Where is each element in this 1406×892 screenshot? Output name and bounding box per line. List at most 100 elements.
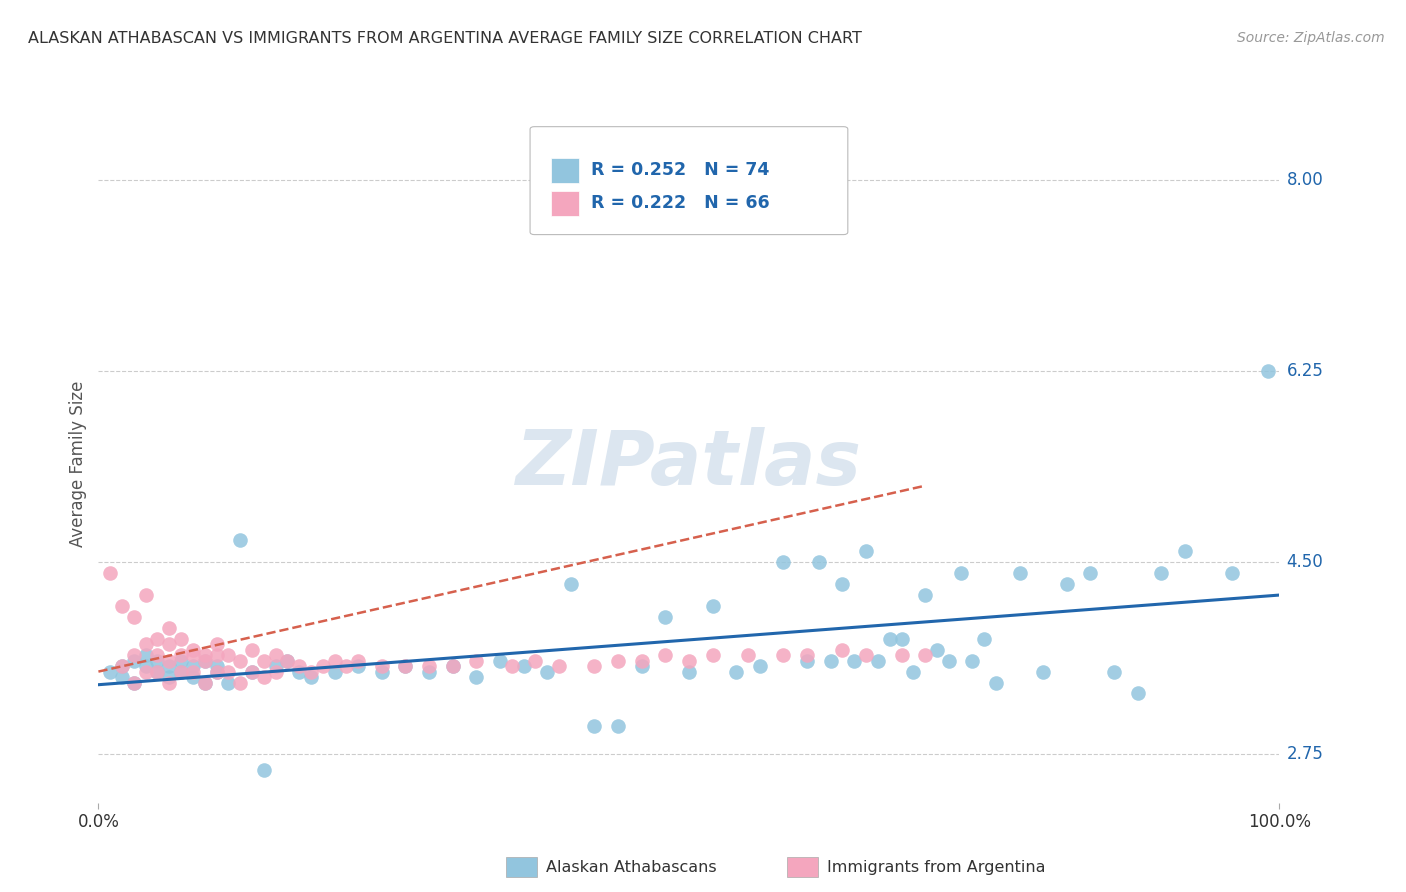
Point: [135, 665, 157, 679]
Point: [229, 654, 252, 668]
Point: [962, 654, 984, 668]
Point: [678, 665, 700, 679]
Point: [146, 654, 169, 668]
Text: ZIPatlas: ZIPatlas: [516, 427, 862, 500]
Point: [323, 654, 346, 668]
Point: [276, 654, 298, 668]
Point: [548, 659, 571, 673]
Point: [737, 648, 759, 663]
Point: [229, 533, 252, 548]
Point: [157, 675, 180, 690]
Point: [181, 665, 204, 679]
Text: R = 0.252   N = 74: R = 0.252 N = 74: [591, 161, 769, 179]
Point: [831, 642, 853, 657]
Point: [240, 665, 263, 679]
Point: [501, 659, 523, 673]
Point: [122, 675, 145, 690]
Point: [205, 659, 228, 673]
Point: [111, 670, 134, 684]
Point: [678, 654, 700, 668]
Text: 4.50: 4.50: [1286, 553, 1323, 571]
Point: [157, 621, 180, 635]
Point: [135, 659, 157, 673]
Point: [157, 654, 180, 668]
Point: [122, 610, 145, 624]
Point: [253, 670, 276, 684]
Point: [299, 665, 322, 679]
Point: [111, 659, 134, 673]
Point: [264, 648, 287, 663]
Text: 6.25: 6.25: [1286, 362, 1323, 380]
Point: [264, 659, 287, 673]
Point: [205, 648, 228, 663]
Point: [796, 654, 818, 668]
Point: [347, 659, 370, 673]
Point: [560, 577, 582, 591]
Point: [583, 719, 606, 733]
Point: [217, 675, 239, 690]
Point: [1102, 665, 1125, 679]
Point: [371, 665, 394, 679]
Point: [654, 648, 676, 663]
Point: [914, 588, 936, 602]
Text: 2.75: 2.75: [1286, 745, 1323, 763]
Point: [122, 675, 145, 690]
Point: [748, 659, 770, 673]
Point: [903, 665, 925, 679]
Point: [489, 654, 512, 668]
Text: 8.00: 8.00: [1286, 170, 1323, 188]
Point: [1220, 566, 1243, 581]
Point: [157, 659, 180, 673]
Point: [146, 665, 169, 679]
Point: [1008, 566, 1031, 581]
Point: [418, 659, 440, 673]
Point: [973, 632, 995, 646]
Point: [844, 654, 866, 668]
Point: [299, 670, 322, 684]
Point: [170, 632, 193, 646]
Point: [938, 654, 960, 668]
Point: [1080, 566, 1102, 581]
Text: Immigrants from Argentina: Immigrants from Argentina: [827, 860, 1045, 874]
Point: [441, 659, 464, 673]
Point: [276, 654, 298, 668]
Point: [135, 648, 157, 663]
Point: [630, 654, 652, 668]
Point: [217, 665, 239, 679]
Point: [181, 648, 204, 663]
Text: Alaskan Athabascans: Alaskan Athabascans: [546, 860, 716, 874]
Point: [394, 659, 416, 673]
Point: [630, 659, 652, 673]
Point: [194, 675, 217, 690]
Point: [394, 659, 416, 673]
Point: [820, 654, 842, 668]
Point: [170, 665, 193, 679]
Point: [866, 654, 889, 668]
Point: [135, 637, 157, 651]
Point: [371, 659, 394, 673]
Point: [879, 632, 901, 646]
Point: [323, 665, 346, 679]
Point: [890, 632, 912, 646]
Point: [122, 654, 145, 668]
Point: [181, 659, 204, 673]
Point: [831, 577, 853, 591]
Point: [170, 654, 193, 668]
Point: [181, 642, 204, 657]
Point: [654, 610, 676, 624]
Point: [146, 632, 169, 646]
Point: [949, 566, 972, 581]
Point: [205, 665, 228, 679]
Point: [1126, 686, 1149, 700]
Point: [240, 665, 263, 679]
Point: [796, 648, 818, 663]
Point: [347, 654, 370, 668]
Point: [465, 654, 488, 668]
Point: [536, 665, 558, 679]
Point: [181, 670, 204, 684]
Point: [914, 648, 936, 663]
Point: [890, 648, 912, 663]
Point: [702, 648, 724, 663]
Point: [217, 648, 239, 663]
Point: [194, 675, 217, 690]
